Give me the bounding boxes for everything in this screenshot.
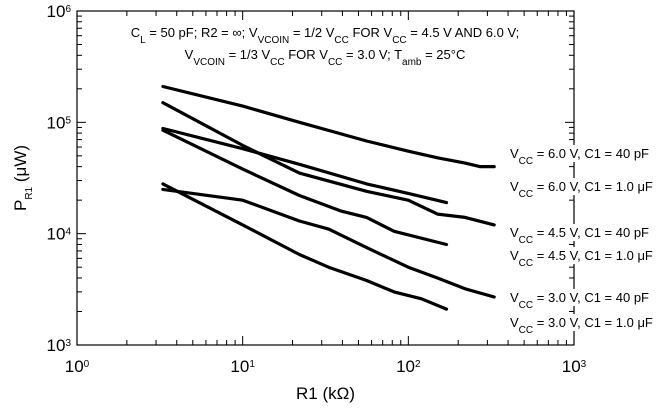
series-label-bg: [508, 314, 658, 331]
x-tick-label: 101: [230, 357, 255, 376]
annotation-line: CL = 50 pF; R2 = ∞; VVCOIN = 1/2 VCC FOR…: [131, 25, 520, 46]
series-label-bg: [508, 178, 658, 195]
series-label: VCC = 4.5 V, C1 = 40 pF: [510, 225, 649, 246]
y-tick-label: 105: [47, 113, 72, 132]
series-line: [161, 84, 496, 169]
annotation: CL = 50 pF; R2 = ∞; VVCOIN = 1/2 VCC FOR…: [131, 25, 520, 68]
series-label: VCC = 6.0 V, C1 = 1.0 μF: [510, 179, 653, 200]
series-label: VCC = 4.5 V, C1 = 1.0 μF: [510, 248, 653, 269]
series-label-bg: [508, 145, 658, 162]
y-axis-title: PR1 (μW): [11, 145, 35, 211]
y-tick-label: 106: [47, 2, 72, 21]
y-tick-label: 103: [47, 336, 72, 355]
y-tick-label: 104: [47, 225, 72, 244]
series-label-bg: [508, 224, 658, 241]
series-lines: [161, 84, 496, 311]
x-tick-label: 102: [396, 357, 421, 376]
x-tick-label: 103: [562, 357, 587, 376]
axes: 100 101 102 103 103 104 105 106 R1 (kΩ) PR1 (μW): [11, 2, 587, 403]
series-line: [161, 126, 449, 205]
series-label: VCC = 3.0 V, C1 = 40 pF: [510, 290, 649, 311]
series-label-bg: [508, 289, 658, 306]
series-label: VCC = 3.0 V, C1 = 1.0 μF: [510, 315, 653, 336]
annotation-line: VVCOIN = 1/3 VCC FOR VCC = 3.0 V; Tamb =…: [185, 47, 466, 68]
series-line: [161, 128, 449, 247]
series-line: [161, 101, 496, 227]
series-label: VCC = 6.0 V, C1 = 40 pF: [510, 146, 649, 167]
x-axis-title: R1 (kΩ): [296, 384, 355, 403]
series-line: [161, 187, 496, 299]
series-label-bg: [508, 247, 658, 264]
x-tick-label: 100: [65, 357, 90, 376]
series-labels: VCC = 6.0 V, C1 = 40 pF VCC = 6.0 V, C1 =…: [508, 145, 658, 336]
series-line: [161, 182, 449, 311]
